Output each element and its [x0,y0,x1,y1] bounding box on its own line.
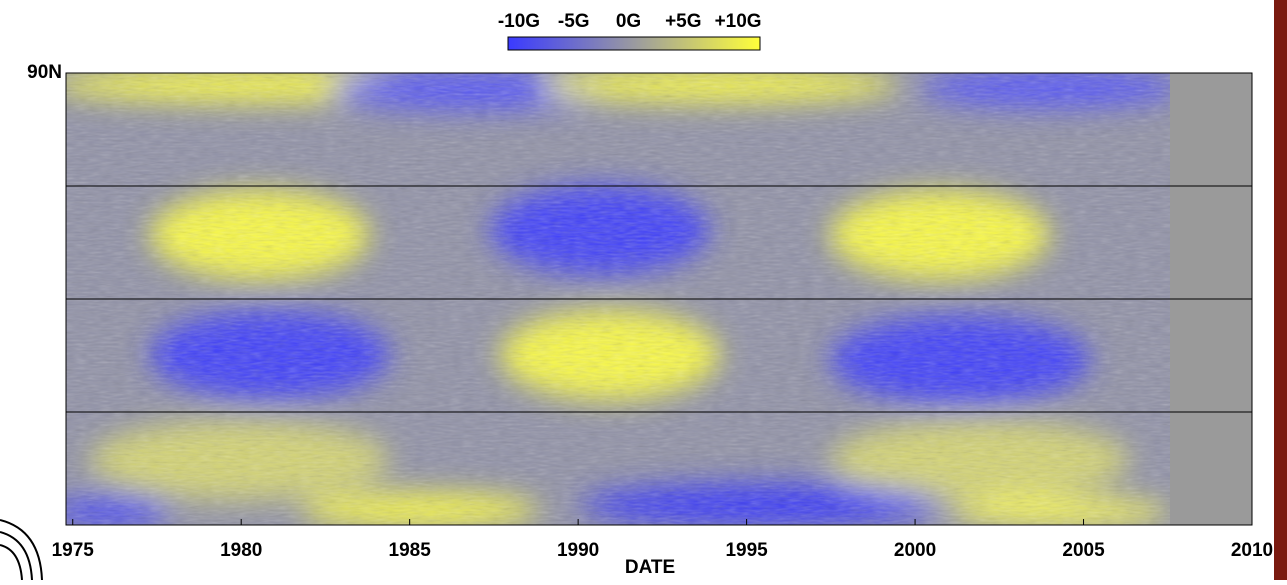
colorbar-tick-label: +10G [715,11,762,32]
colorbar-tick-label: 0G [616,11,641,32]
colorbar [507,36,761,51]
heatmap-image [66,73,1170,525]
y-tick-label: 90N [27,62,62,83]
x-tick-label: 2005 [1062,540,1105,561]
edge-strip [1274,0,1287,580]
x-tick-label: 2000 [894,540,936,561]
heatmap [65,72,1253,526]
x-tick-label: 1985 [389,540,432,561]
colorbar-tick-label: +5G [665,11,701,32]
x-tick-label: 2010 [1231,540,1273,561]
x-tick-label: 1975 [52,540,95,561]
x-tick-label: 1990 [557,540,599,561]
x-tick-label: 1980 [220,540,262,561]
corner-curves [0,519,43,581]
colorbar-tick-label: -5G [558,11,590,32]
x-tick-label: 1995 [725,540,768,561]
x-axis-label: DATE [625,557,675,578]
colorbar-tick-label: -10G [498,11,540,32]
